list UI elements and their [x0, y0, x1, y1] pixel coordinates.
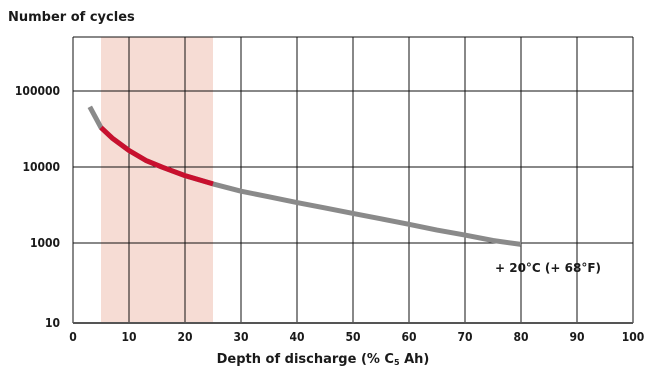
y-tick-label: 1000: [30, 236, 60, 250]
y-tick-label: 10: [45, 316, 60, 330]
x-tick-label: 70: [457, 330, 472, 344]
x-tick-label: 90: [569, 330, 584, 344]
cycles-curve-highlight: [99, 125, 214, 187]
y-tick-label: 100000: [15, 84, 60, 98]
x-tick-label: 20: [177, 330, 192, 344]
x-tick-label: 40: [289, 330, 304, 344]
x-tick-label: 10: [121, 330, 136, 344]
y-tick-label: 10000: [22, 160, 60, 174]
x-tick-label: 30: [233, 330, 248, 344]
x-tick-label: 50: [345, 330, 360, 344]
x-tick-label: 0: [69, 330, 77, 344]
temperature-annotation: + 20°C (+ 68°F): [495, 261, 601, 275]
x-axis-label: Depth of discharge (% C5 Ah): [216, 352, 430, 367]
y-axis-label: Number of cycles: [8, 10, 135, 25]
x-tick-label: 100: [622, 330, 645, 344]
x-tick-label: 80: [513, 330, 528, 344]
x-tick-label: 60: [401, 330, 416, 344]
